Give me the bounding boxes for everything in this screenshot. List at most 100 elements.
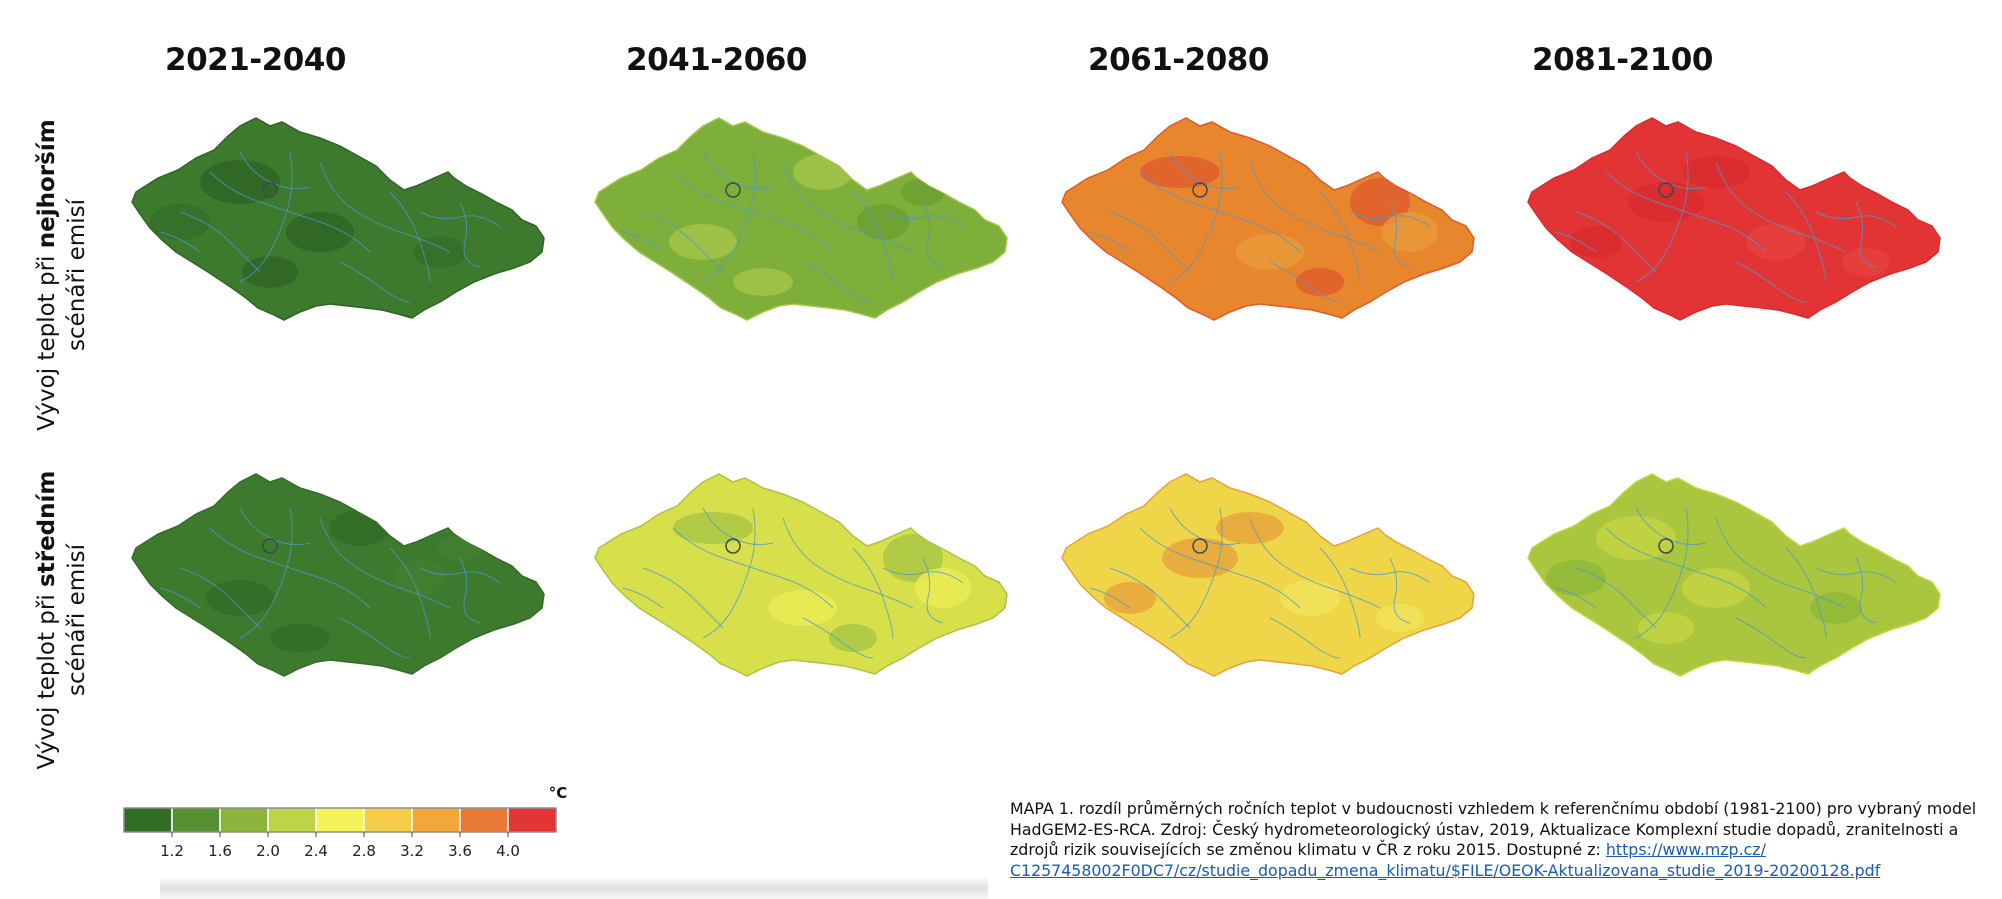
- temperature-zone: [1280, 580, 1340, 616]
- map-zones: [1089, 507, 1431, 659]
- temperature-map-row2-col3: [1061, 473, 1475, 677]
- river-line: [389, 191, 431, 283]
- temperature-zone: [1216, 512, 1284, 544]
- temperature-zone: [793, 154, 853, 190]
- period-heading-3: 2061-2080: [1088, 42, 1269, 78]
- river-line: [1575, 567, 1657, 629]
- temperature-zone: [200, 160, 280, 204]
- legend-unit: °C: [549, 784, 568, 802]
- river-line: [642, 567, 724, 629]
- period-heading-1: 2021-2040: [165, 42, 346, 78]
- river-line: [1555, 587, 1597, 609]
- river-line: [319, 517, 451, 609]
- temperature-legend: °C 1.2 1.6 2.0 2.4 2.8 3.2 3.6 4.0: [123, 784, 568, 860]
- map-caption: MAPA 1. rozdíl průměrných ročních teplot…: [1010, 799, 1980, 881]
- river-line: [209, 527, 371, 609]
- source-link[interactable]: https://www.mzp.cz/C1257458002F0DC7/cz/s…: [1010, 840, 1880, 880]
- bottom-shadow: [160, 876, 1000, 899]
- temperature-zone: [1570, 226, 1622, 258]
- river-line: [782, 517, 914, 609]
- temperature-zone: [286, 212, 354, 252]
- river-line: [1089, 587, 1131, 609]
- city-marker: [1658, 182, 1674, 198]
- river-line: [1249, 517, 1381, 609]
- river-line: [1785, 547, 1827, 639]
- city-marker: [1192, 182, 1208, 198]
- river-line: [672, 171, 834, 253]
- source-link-part1: https://www.mzp.cz/: [1605, 840, 1766, 859]
- river-line: [339, 617, 411, 659]
- river-line: [1735, 617, 1807, 659]
- legend-tick-label: 2.8: [352, 842, 376, 860]
- river-line: [419, 567, 501, 584]
- legend-tick-label: 4.0: [496, 842, 520, 860]
- river-line: [419, 211, 501, 228]
- row-label-line2: scénáři emisí: [64, 544, 90, 696]
- river-line: [1269, 617, 1341, 659]
- temperature-zone: [857, 204, 909, 240]
- row-label-prefix: Vývoj teplot při: [34, 248, 60, 431]
- river-line: [1735, 261, 1807, 303]
- river-line: [622, 587, 664, 609]
- river-line: [852, 191, 894, 283]
- river-line: [802, 261, 874, 303]
- temperature-map-row2-col1: [131, 473, 545, 677]
- temperature-zone: [1546, 560, 1606, 596]
- river-line: [642, 211, 724, 273]
- period-heading-4: 2081-2100: [1532, 42, 1713, 78]
- caption-text: MAPA 1. rozdíl průměrných ročních teplot…: [1010, 799, 1977, 859]
- river-line: [1319, 191, 1361, 283]
- river-line: [1715, 161, 1847, 253]
- river-line: [339, 261, 411, 303]
- city-marker: [262, 182, 278, 198]
- temperature-zone: [769, 590, 837, 626]
- river-line: [1319, 547, 1361, 639]
- legend-tick-label: 2.0: [256, 842, 280, 860]
- city-marker: [1192, 538, 1208, 554]
- river-line: [922, 557, 944, 624]
- row-label-line2: scénáři emisí: [64, 199, 90, 351]
- river-line: [1349, 211, 1431, 228]
- river-line: [239, 151, 311, 190]
- river-line: [1855, 201, 1877, 268]
- river-line: [1139, 171, 1301, 253]
- river-line: [702, 507, 774, 546]
- river-line: [1605, 171, 1767, 253]
- river-line: [159, 587, 201, 609]
- river-line: [459, 557, 481, 624]
- temperature-zone: [1810, 592, 1862, 624]
- row-label-prefix: Vývoj teplot při: [34, 586, 60, 770]
- river-line: [882, 567, 964, 584]
- temperature-map-row2-col2: [594, 473, 1008, 677]
- legend-frame: [123, 807, 557, 833]
- temperature-zone: [414, 236, 466, 268]
- temperature-zone: [733, 268, 793, 296]
- temperature-zone: [901, 178, 945, 206]
- temperature-zone: [669, 224, 737, 260]
- river-line: [209, 171, 371, 253]
- river-line: [1349, 567, 1431, 584]
- map-zones: [159, 507, 501, 659]
- temperature-zone: [330, 510, 390, 546]
- river-line: [1089, 231, 1131, 253]
- legend-swatch: [315, 807, 365, 833]
- temperature-map-row1-col4: [1527, 117, 1941, 321]
- legend-tick-label: 2.4: [304, 842, 328, 860]
- river-line: [1575, 211, 1657, 273]
- temperature-zone: [1104, 582, 1156, 614]
- river-line: [159, 231, 201, 253]
- legend-swatch: [219, 807, 269, 833]
- legend-tick-label: 1.2: [160, 842, 184, 860]
- river-line: [1389, 201, 1411, 268]
- map-region: [1527, 117, 1941, 321]
- source-link-part2: C1257458002F0DC7/cz/studie_dopadu_zmena_…: [1010, 860, 1881, 880]
- temperature-map-row1-col1: [131, 117, 545, 321]
- temperature-zone: [1638, 612, 1694, 644]
- legend-tick-label: 1.6: [208, 842, 232, 860]
- river-line: [622, 231, 664, 253]
- river-line: [1715, 517, 1847, 609]
- river-line: [672, 527, 834, 609]
- row-label-worst-scenario: Vývoj teplot při nejhorším scénáři emisí: [32, 105, 92, 445]
- map-region: [594, 117, 1008, 321]
- temperature-zone: [438, 534, 482, 562]
